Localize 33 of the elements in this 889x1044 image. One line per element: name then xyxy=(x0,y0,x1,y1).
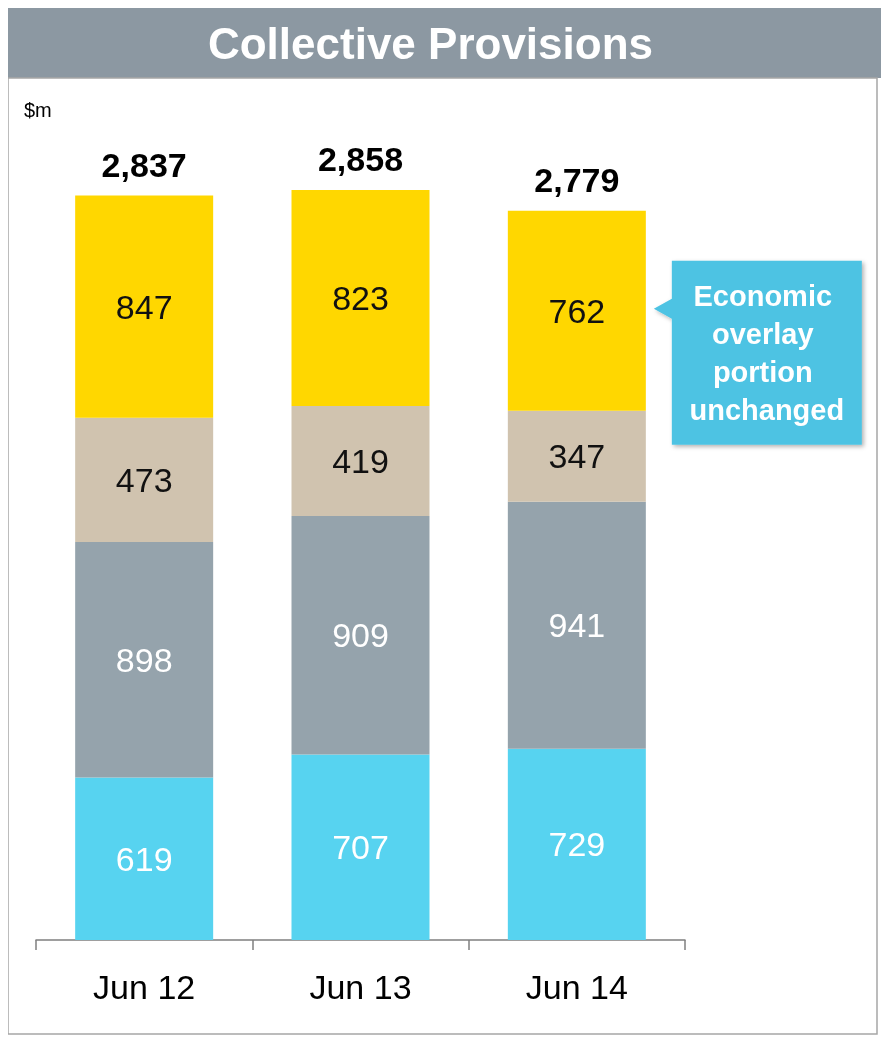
data-label: 823 xyxy=(332,278,389,317)
data-label: 619 xyxy=(115,839,173,878)
bar xyxy=(291,190,430,406)
bar xyxy=(75,777,214,940)
data-label: 898 xyxy=(115,640,173,679)
data-label: 473 xyxy=(115,460,173,499)
bar xyxy=(75,417,214,542)
x-tick-label: Jun 13 xyxy=(309,968,412,1006)
bar xyxy=(507,748,646,940)
y-axis-title: $m xyxy=(24,99,52,121)
total-label: 2,779 xyxy=(534,160,620,199)
text: Economic overlay portion unchanged xyxy=(689,279,845,426)
data-label: 762 xyxy=(548,291,606,330)
x-tick-label: Jun 14 xyxy=(525,968,628,1006)
bar xyxy=(507,410,646,502)
data-label: 347 xyxy=(548,437,606,476)
data-label: 909 xyxy=(332,616,389,655)
bar xyxy=(291,754,430,940)
x-tick-label: Jun 12 xyxy=(93,968,196,1006)
bar xyxy=(291,405,430,516)
total-label: 2,858 xyxy=(317,140,404,178)
total-label: 2,837 xyxy=(101,145,187,184)
bar xyxy=(291,515,430,755)
bar xyxy=(75,195,214,418)
bar xyxy=(75,541,214,778)
bar xyxy=(507,210,646,411)
data-label: 707 xyxy=(332,828,389,867)
bar xyxy=(507,501,646,749)
data-label: 847 xyxy=(115,287,173,326)
data-label: 941 xyxy=(548,606,606,645)
data-label: 729 xyxy=(548,825,606,864)
data-label: 419 xyxy=(332,441,389,480)
chart-title: Collective Provisions xyxy=(207,18,654,68)
